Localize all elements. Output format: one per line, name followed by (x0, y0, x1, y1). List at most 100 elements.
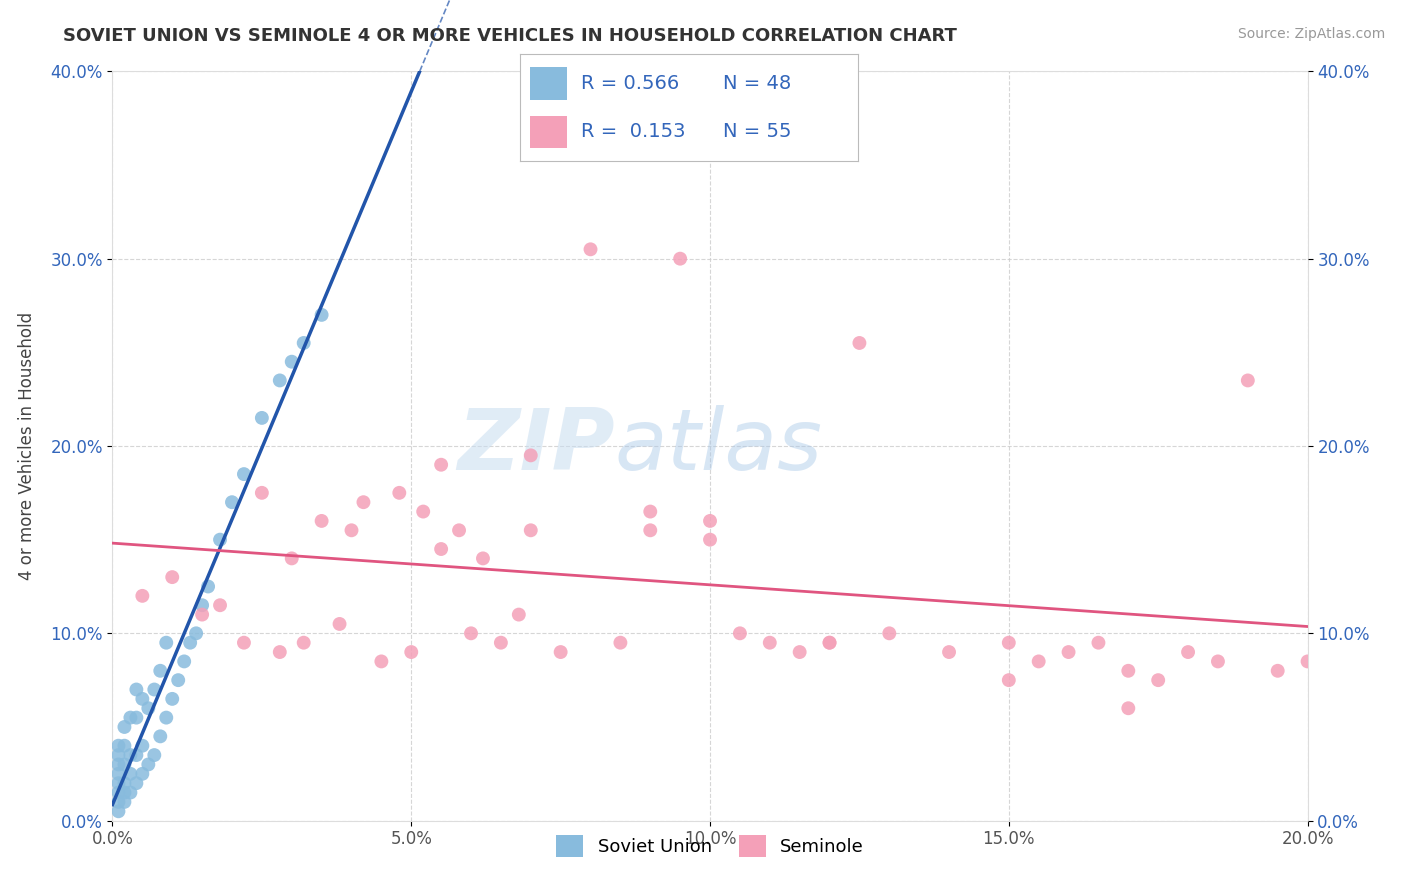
Text: N = 55: N = 55 (723, 122, 792, 141)
Point (114, 720, 135, 734)
Point (353, 495, 375, 509)
Point (125, 682, 148, 697)
Point (1177, 645, 1199, 659)
Point (449, 524, 471, 538)
Point (669, 252, 692, 266)
Point (292, 635, 315, 649)
Point (250, 486, 273, 500)
Point (107, 805, 129, 819)
Point (107, 757, 129, 772)
Point (221, 495, 243, 509)
Point (114, 776, 135, 790)
Point (550, 645, 572, 659)
Point (155, 710, 177, 724)
Point (269, 645, 291, 659)
Text: N = 48: N = 48 (723, 74, 792, 93)
Point (107, 786, 129, 800)
Point (699, 533, 721, 547)
Point (250, 411, 273, 425)
Point (329, 617, 352, 632)
Point (998, 635, 1021, 649)
Point (520, 524, 543, 538)
Point (1118, 664, 1140, 678)
Point (107, 767, 129, 781)
Point (938, 645, 960, 659)
Point (167, 673, 190, 688)
Point (107, 739, 129, 753)
Legend: Soviet Union, Seminole: Soviet Union, Seminole (548, 828, 872, 864)
Point (149, 664, 172, 678)
Point (520, 449, 543, 463)
Point (508, 607, 530, 622)
Point (412, 505, 434, 519)
Point (281, 355, 304, 369)
Point (311, 308, 333, 322)
Point (162, 692, 183, 706)
Point (233, 467, 256, 482)
Point (1057, 645, 1080, 659)
Point (818, 635, 841, 649)
Text: Source: ZipAtlas.com: Source: ZipAtlas.com (1237, 27, 1385, 41)
Point (640, 524, 662, 538)
Point (789, 645, 811, 659)
Point (107, 776, 129, 790)
Point (125, 747, 148, 762)
Point (120, 767, 142, 781)
Point (114, 757, 135, 772)
Point (233, 635, 256, 649)
Point (1147, 673, 1170, 688)
Point (143, 747, 166, 762)
Point (579, 243, 602, 257)
Point (998, 673, 1021, 688)
Text: R =  0.153: R = 0.153 (581, 122, 686, 141)
Point (149, 730, 172, 744)
Point (1237, 374, 1260, 388)
Point (131, 692, 153, 706)
Text: atlas: atlas (614, 404, 823, 488)
Point (191, 607, 214, 622)
Point (388, 486, 411, 500)
Point (879, 626, 901, 640)
Point (131, 589, 153, 603)
Point (191, 599, 214, 613)
Point (173, 655, 195, 669)
Point (728, 626, 751, 640)
FancyBboxPatch shape (530, 116, 568, 148)
Text: R = 0.566: R = 0.566 (581, 74, 679, 93)
Point (311, 514, 333, 528)
Point (114, 739, 135, 753)
Y-axis label: 4 or more Vehicles in Household: 4 or more Vehicles in Household (18, 312, 37, 580)
Point (401, 645, 423, 659)
Point (138, 701, 160, 715)
Point (131, 739, 153, 753)
Point (125, 710, 148, 724)
Point (340, 524, 363, 538)
Point (209, 599, 232, 613)
Point (138, 757, 160, 772)
Point (114, 786, 135, 800)
Point (179, 635, 201, 649)
Point (460, 626, 482, 640)
Point (186, 626, 208, 640)
Point (114, 795, 135, 809)
Point (292, 336, 315, 351)
Point (818, 635, 841, 649)
Point (759, 635, 782, 649)
Point (107, 795, 129, 809)
Point (1296, 655, 1319, 669)
Point (1118, 701, 1140, 715)
Text: ZIP: ZIP (457, 404, 614, 488)
Point (370, 655, 392, 669)
Point (1267, 664, 1289, 678)
Point (107, 747, 129, 762)
Point (120, 786, 142, 800)
Text: SOVIET UNION VS SEMINOLE 4 OR MORE VEHICLES IN HOUSEHOLD CORRELATION CHART: SOVIET UNION VS SEMINOLE 4 OR MORE VEHIC… (63, 27, 957, 45)
Point (609, 635, 631, 649)
Point (120, 710, 142, 724)
Point (155, 635, 177, 649)
Point (848, 336, 870, 351)
Point (1028, 655, 1050, 669)
Point (197, 580, 219, 594)
FancyBboxPatch shape (530, 68, 568, 100)
Point (430, 542, 453, 557)
